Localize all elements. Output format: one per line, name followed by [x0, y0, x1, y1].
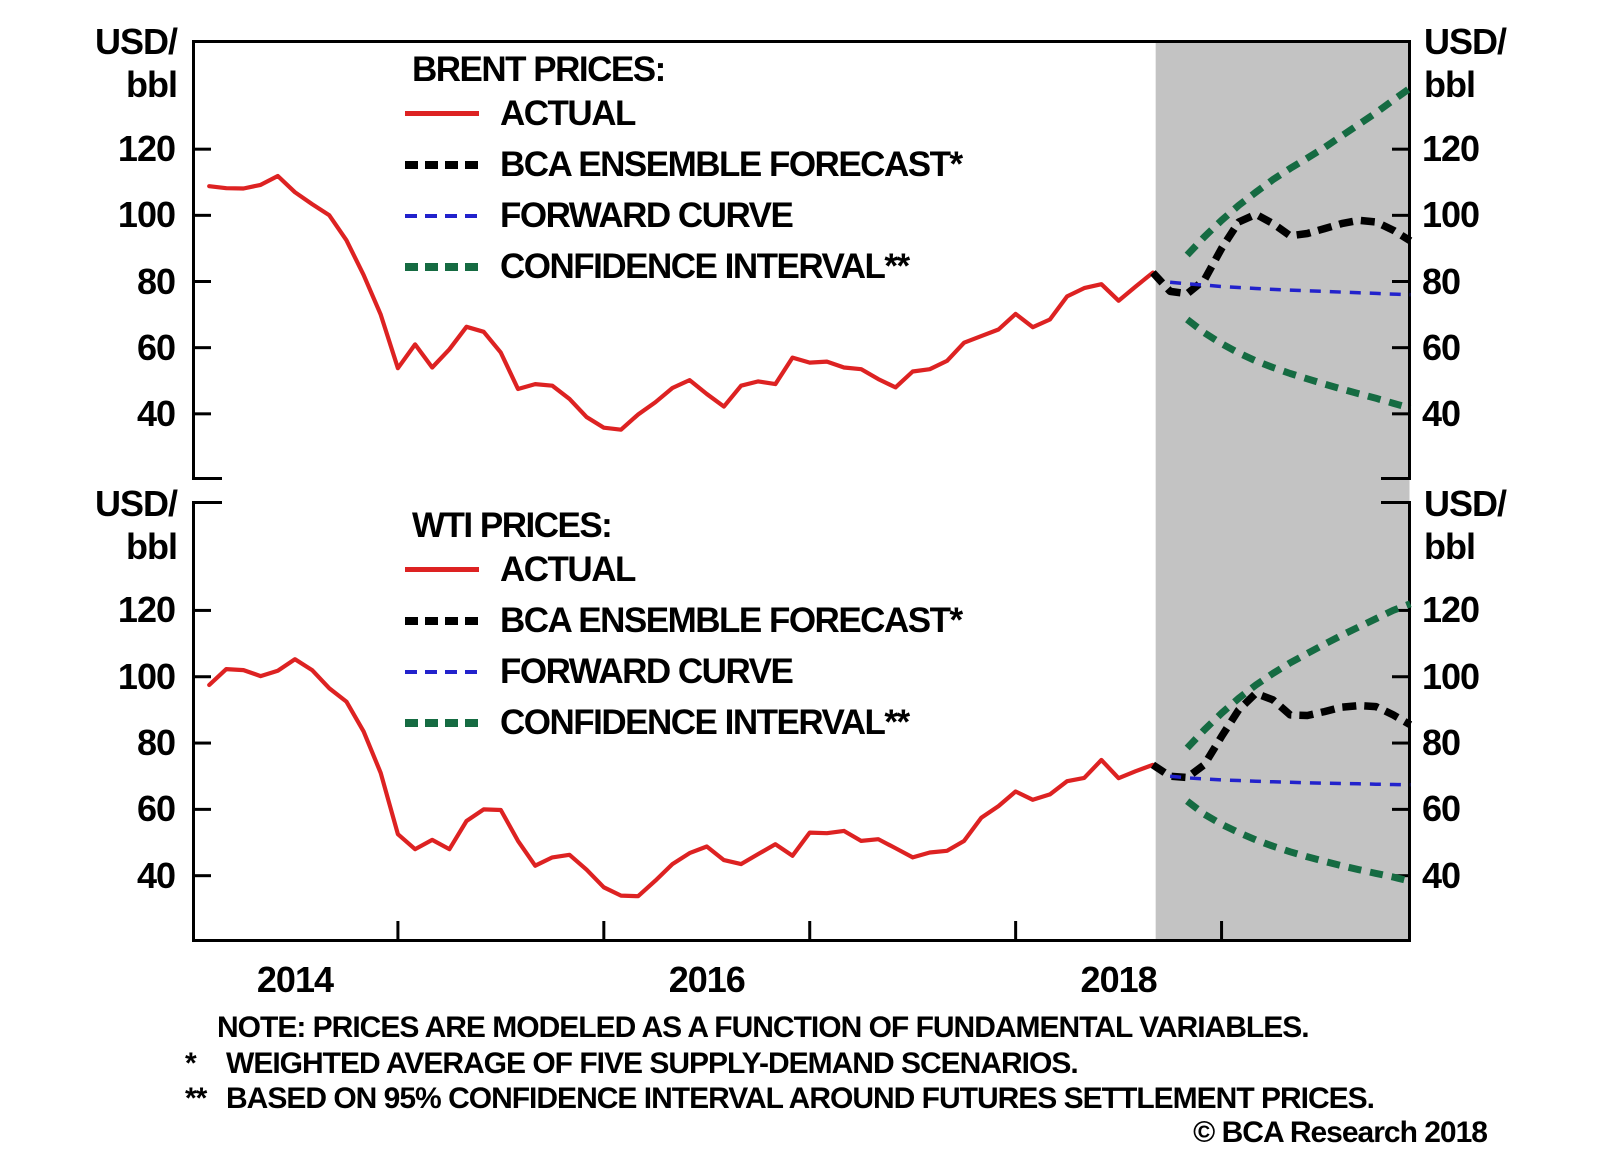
note-line-2: * WEIGHTED AVERAGE OF FIVE SUPPLY-DEMAND… — [185, 1047, 1079, 1081]
brent-bca-ensemble-forecast-line — [1150, 210, 1413, 298]
y-tick-label: 100 — [117, 194, 176, 236]
brent-actual-line — [207, 173, 1156, 432]
actual-label: ACTUAL — [500, 549, 636, 589]
y-tick-label: 120 — [1422, 589, 1480, 631]
y-tick-label: 40 — [136, 392, 176, 434]
note-line-3: ** BASED ON 95% CONFIDENCE INTERVAL AROU… — [185, 1082, 1375, 1116]
y-tick-label: 120 — [1422, 128, 1480, 170]
note-text: BASED ON 95% CONFIDENCE INTERVAL AROUND … — [226, 1082, 1375, 1115]
unit-line-1: USD/ — [1424, 483, 1507, 524]
y-axis-unit-bottom-right: USD/ bbl — [1424, 482, 1544, 568]
y-tick-label: 80 — [136, 722, 176, 764]
x-year-label-2014: 2014 — [256, 959, 334, 1000]
brent-legend-item-bca-ensemble-forecast: BCA ENSEMBLE FORECAST* — [405, 139, 963, 190]
bca-ensemble-forecast-swatch — [405, 616, 479, 625]
y-tick-label: 120 — [117, 589, 176, 631]
y-tick-label: 60 — [136, 788, 176, 830]
confidence-interval-label: CONFIDENCE INTERVAL** — [500, 246, 910, 286]
wti-actual-line — [207, 657, 1156, 899]
forward-curve-label: FORWARD CURVE — [500, 195, 794, 235]
wti-legend: WTI PRICES: ACTUAL BCA ENSEMBLE FORECAST*… — [405, 506, 963, 748]
unit-line-2: bbl — [126, 526, 178, 567]
brent-legend-item-forward-curve: FORWARD CURVE — [405, 190, 962, 241]
y-tick-label: 100 — [117, 655, 176, 697]
brent-legend-title: BRENT PRICES: — [412, 50, 666, 89]
brent-legend: BRENT PRICES: ACTUAL BCA ENSEMBLE FORECAS… — [405, 50, 963, 292]
y-tick-label: 100 — [1422, 655, 1480, 697]
y-tick-label: 80 — [1422, 722, 1461, 764]
brent-confidence-interval-lower-line — [1185, 316, 1412, 412]
unit-line-1: USD/ — [94, 483, 178, 524]
bca-ensemble-forecast-label: BCA ENSEMBLE FORECAST* — [500, 600, 963, 640]
wti-confidence-interval-lower-line — [1185, 798, 1412, 885]
y-tick-label: 60 — [1422, 788, 1461, 830]
unit-line-2: bbl — [126, 64, 178, 105]
bca-ensemble-forecast-label: BCA ENSEMBLE FORECAST* — [500, 144, 963, 184]
brent-legend-item-confidence-interval: CONFIDENCE INTERVAL** — [405, 241, 962, 292]
confidence-interval-label: CONFIDENCE INTERVAL** — [500, 702, 910, 742]
x-year-label-2016: 2016 — [668, 959, 746, 1000]
x-year-label-2018: 2018 — [1080, 959, 1158, 1000]
y-axis-unit-bottom-left: USD/ bbl — [85, 482, 178, 568]
wti-legend-item-forward-curve: FORWARD CURVE — [405, 646, 962, 697]
wti-forward-curve-line — [1169, 774, 1411, 787]
note-line-1: NOTE: PRICES ARE MODELED AS A FUNCTION O… — [217, 1011, 1310, 1045]
note-text: NOTE: PRICES ARE MODELED AS A FUNCTION O… — [217, 1011, 1310, 1044]
unit-line-2: bbl — [1424, 64, 1476, 105]
y-axis-unit-top-left: USD/ bbl — [85, 20, 178, 106]
note-marker: ** — [185, 1082, 207, 1115]
y-tick-label: 80 — [136, 260, 176, 302]
copyright: © BCA Research 2018 — [1193, 1116, 1488, 1149]
note-text: WEIGHTED AVERAGE OF FIVE SUPPLY-DEMAND S… — [226, 1047, 1079, 1080]
y-tick-label: 40 — [1422, 392, 1461, 434]
actual-label: ACTUAL — [500, 93, 636, 133]
y-tick-label: 60 — [1422, 326, 1461, 368]
y-tick-label: 60 — [136, 326, 176, 368]
y-axis-unit-top-right: USD/ bbl — [1424, 20, 1544, 106]
wti-bca-ensemble-forecast-line — [1150, 689, 1413, 782]
y-tick-label: 40 — [1422, 854, 1461, 896]
forecast-region — [1155, 41, 1410, 941]
y-tick-label: 100 — [1422, 194, 1480, 236]
wti-legend-item-actual: ACTUAL — [405, 544, 962, 595]
actual-swatch — [405, 111, 479, 116]
y-tick-label: 120 — [117, 128, 176, 170]
confidence-interval-swatch — [405, 262, 479, 271]
brent-legend-item-actual: ACTUAL — [405, 88, 962, 139]
brent-forward-curve-line — [1169, 280, 1411, 297]
actual-swatch — [405, 567, 479, 572]
y-tick-label: 80 — [1422, 260, 1461, 302]
wti-legend-item-confidence-interval: CONFIDENCE INTERVAL** — [405, 697, 962, 748]
forward-curve-label: FORWARD CURVE — [500, 651, 794, 691]
brent-confidence-interval-upper-line — [1184, 85, 1413, 258]
note-marker: * — [185, 1047, 197, 1080]
unit-line-1: USD/ — [94, 21, 178, 62]
wti-confidence-interval-upper-line — [1184, 600, 1412, 751]
forward-curve-swatch — [405, 213, 479, 218]
confidence-interval-swatch — [405, 718, 479, 727]
bca-ensemble-forecast-swatch — [405, 160, 479, 169]
wti-legend-item-bca-ensemble-forecast: BCA ENSEMBLE FORECAST* — [405, 595, 963, 646]
wti-legend-title: WTI PRICES: — [412, 506, 613, 545]
unit-line-2: bbl — [1424, 526, 1476, 567]
unit-line-1: USD/ — [1424, 21, 1507, 62]
y-tick-label: 40 — [136, 854, 176, 896]
brent-legend-items: ACTUAL BCA ENSEMBLE FORECAST* FORWARD CURV… — [405, 88, 963, 292]
forward-curve-swatch — [405, 669, 479, 674]
wti-legend-items: ACTUAL BCA ENSEMBLE FORECAST* FORWARD CURV… — [405, 544, 963, 748]
